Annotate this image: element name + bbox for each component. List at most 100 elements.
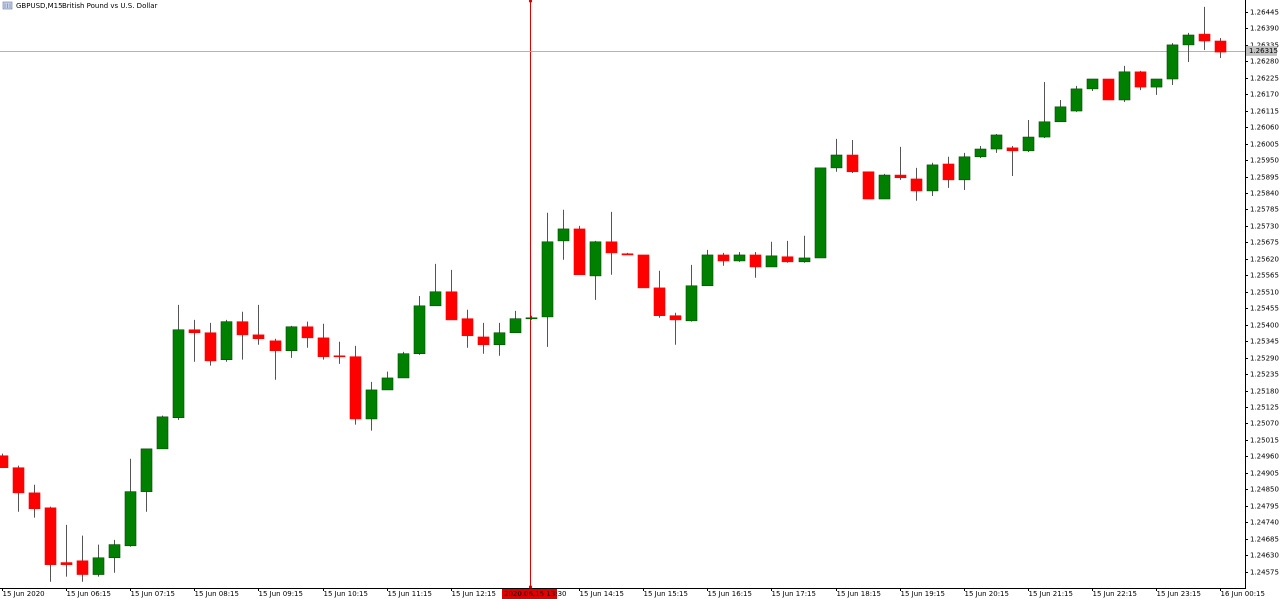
x-tick-label: 15 Jun 17:15 [772,590,816,598]
y-tick-label: 1.25620 [1250,256,1279,264]
candle-body-up [1022,136,1035,152]
y-tick-label: 1.25730 [1250,223,1279,231]
y-tick-label: 1.26005 [1250,141,1279,149]
candle-body-down [910,178,923,192]
y-tick-label: 1.24960 [1250,453,1279,461]
y-tick-label: 1.24905 [1250,470,1279,478]
candle-body-up [140,448,153,492]
crosshair-label-box [502,589,557,599]
candle-body-up [798,257,811,263]
candle-body-up [525,317,538,320]
candle-body-up [365,389,378,420]
candle-body-down [188,329,201,334]
candle-body-down [461,318,474,337]
candle-body-up [1166,44,1179,80]
y-tick-label: 1.25180 [1250,388,1279,396]
candle-body-down [942,163,955,181]
x-tick-label: 16 Jun 00:15 [1221,590,1265,598]
y-tick-label: 1.26280 [1250,58,1279,66]
x-tick-label: 15 Jun 19:15 [901,590,945,598]
y-tick-label: 1.24795 [1250,503,1279,511]
y-tick-label: 1.25510 [1250,289,1279,297]
y-tick-label: 1.24630 [1250,552,1279,560]
y-tick-label: 1.25345 [1250,338,1279,346]
y-tick-label: 1.25070 [1250,420,1279,428]
candle-body-down [1198,33,1211,42]
candle-body-up [156,416,169,450]
candle-body-down [12,467,25,494]
candle-body-up [830,154,843,169]
y-tick-label: 1.26170 [1250,91,1279,99]
candle-body-down [252,334,265,340]
x-tick-label: 15 Jun 12:15 [452,590,496,598]
y-tick-label: 1.24850 [1250,486,1279,494]
candle-body-up [701,254,714,287]
candle-body-up [974,148,987,158]
candle-body-down [269,340,282,352]
x-tick-label: 15 Jun 11:15 [388,590,432,598]
candle-body-down [349,356,362,420]
candle-body-down [317,337,330,357]
x-tick-label: 15 Jun 22:15 [1093,590,1137,598]
y-tick-label: 1.25840 [1250,190,1279,198]
candle-body-up [990,134,1003,150]
candle-body-up [413,305,426,354]
candle-body-down [1102,78,1115,101]
candle-body-down [1134,71,1147,88]
y-tick-label: 1.25785 [1250,206,1279,214]
candle-body-up [493,332,506,346]
y-tick-label: 1.25015 [1250,437,1279,445]
candle-body-down [44,507,57,565]
candle-body-up [1182,34,1195,46]
crosshair-label: 2020.06.15 13:30 [504,590,566,598]
candle-body-up [685,285,698,322]
candle-body-up [733,254,746,262]
candle-body-down [573,228,586,275]
candle-body-down [637,254,650,289]
crosshair-marker [528,0,533,3]
x-tick-label: 15 Jun 23:15 [1157,590,1201,598]
y-tick-label: 1.26225 [1250,75,1279,83]
candle-body-down [605,241,618,254]
y-tick-label: 1.25125 [1250,404,1279,412]
candle-body-down [445,291,458,321]
y-tick-label: 1.25455 [1250,305,1279,313]
candle-body-up [557,228,570,242]
candle-body-down [621,253,634,256]
candle-body-up [958,156,971,181]
candle-body-up [92,557,105,575]
candle-body-down [60,562,73,565]
candle-body-down [749,254,762,268]
symbol-icon [2,1,13,10]
y-tick-label: 1.25675 [1250,239,1279,247]
candle-body-up [878,174,891,200]
x-tick-label: 15 Jun 18:15 [837,590,881,598]
candle-body-up [1086,78,1099,90]
x-tick-label: 15 Jun 10:15 [324,590,368,598]
y-tick-label: 1.24575 [1250,569,1279,577]
y-tick-label: 1.25290 [1250,355,1279,363]
candle-body-up [285,326,298,352]
candle-body-up [1118,71,1131,101]
candle-body-up [381,377,394,391]
candle-body-up [108,544,121,559]
candle-body-down [301,326,314,339]
y-tick-label: 1.25950 [1250,157,1279,165]
candle-body-up [765,255,778,268]
candle-body-down [717,254,730,262]
current-price-label: 1.26315 [1249,47,1278,55]
x-tick-label: 15 Jun 2020 [3,590,45,598]
chart-subtitle: British Pound vs U.S. Dollar [62,2,158,10]
candle-body-up [220,321,233,360]
y-tick-label: 1.25895 [1250,174,1279,182]
candle-body-down [1006,147,1019,152]
x-tick-label: 15 Jun 16:15 [708,590,752,598]
y-tick-label: 1.26115 [1250,108,1279,116]
candle-body-up [926,164,939,192]
x-tick-label: 15 Jun 06:15 [67,590,111,598]
y-tick-label: 1.24740 [1250,519,1279,527]
candle-body-up [541,241,554,318]
